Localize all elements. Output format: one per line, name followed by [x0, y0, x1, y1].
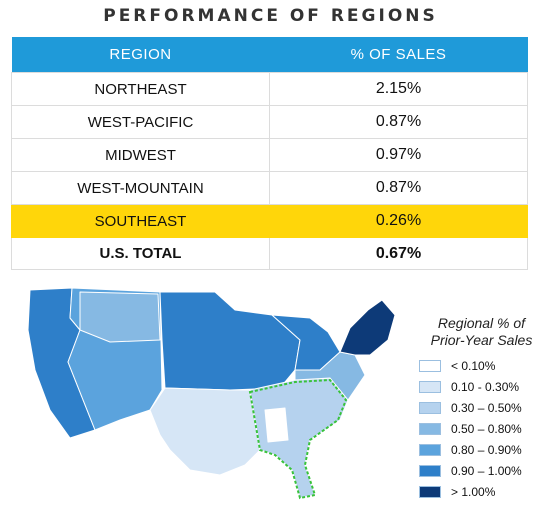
page-title: PERFORMANCE OF REGIONS: [103, 6, 438, 26]
legend-title: Regional % of Prior-Year Sales: [424, 315, 539, 349]
legend-label: 0.10 - 0.30%: [451, 380, 520, 394]
legend-swatch: [419, 486, 441, 498]
us-map: [10, 270, 405, 510]
table-row: MIDWEST 0.97%: [11, 138, 528, 172]
legend-label: 0.90 – 1.00%: [451, 464, 522, 478]
value-cell: 0.87%: [269, 105, 528, 139]
legend-label: 0.80 – 0.90%: [451, 443, 522, 457]
map-region-midwest: [159, 291, 301, 391]
region-cell: MIDWEST: [11, 138, 270, 172]
regions-table: REGION % OF SALES NORTHEAST 2.15% WEST-P…: [11, 37, 528, 270]
value-cell: 0.97%: [269, 138, 528, 172]
legend-swatch: [419, 402, 441, 414]
legend-label: > 1.00%: [451, 485, 496, 499]
legend-item: > 1.00%: [419, 482, 522, 502]
value-cell: 0.26%: [269, 204, 528, 238]
us-map-svg: [27, 287, 396, 500]
map-region-mountain-north: [79, 291, 161, 343]
header-region: REGION: [11, 37, 270, 73]
legend-label: 0.30 – 0.50%: [451, 401, 522, 415]
legend-title-line-1: Regional % of: [437, 315, 526, 331]
legend-item: 0.80 – 0.90%: [419, 440, 522, 460]
region-cell: WEST-PACIFIC: [11, 105, 270, 139]
legend-item: 0.30 – 0.50%: [419, 398, 522, 418]
legend-swatch: [419, 381, 441, 393]
legend-label: < 0.10%: [451, 359, 496, 373]
value-cell: 0.67%: [269, 237, 528, 270]
region-cell: U.S. TOTAL: [11, 237, 270, 270]
table-row: NORTHEAST 2.15%: [11, 72, 528, 106]
header-percent-of-sales: % OF SALES: [269, 37, 528, 73]
table-row: WEST-MOUNTAIN 0.87%: [11, 171, 528, 205]
legend: < 0.10% 0.10 - 0.30% 0.30 – 0.50% 0.50 – 0.…: [419, 356, 522, 503]
map-region-south-central: [149, 387, 261, 476]
legend-swatch: [419, 360, 441, 372]
region-cell: NORTHEAST: [11, 72, 270, 106]
legend-swatch: [419, 444, 441, 456]
legend-label: 0.50 – 0.80%: [451, 422, 522, 436]
table-row-highlighted: SOUTHEAST 0.26%: [11, 204, 528, 238]
table-header-row: REGION % OF SALES: [11, 37, 528, 73]
table-row-total: U.S. TOTAL 0.67%: [11, 237, 528, 270]
value-cell: 2.15%: [269, 72, 528, 106]
legend-item: 0.90 – 1.00%: [419, 461, 522, 481]
map-region-southeast-white: [264, 407, 289, 443]
legend-item: 0.10 - 0.30%: [419, 377, 522, 397]
legend-item: 0.50 – 0.80%: [419, 419, 522, 439]
legend-swatch: [419, 423, 441, 435]
region-cell: SOUTHEAST: [11, 204, 270, 238]
map-region-southeast: [249, 377, 349, 499]
table-row: WEST-PACIFIC 0.87%: [11, 105, 528, 139]
region-cell: WEST-MOUNTAIN: [11, 171, 270, 205]
legend-item: < 0.10%: [419, 356, 522, 376]
legend-swatch: [419, 465, 441, 477]
southeast-outline: [248, 378, 348, 500]
map-region-northeast: [339, 299, 396, 356]
value-cell: 0.87%: [269, 171, 528, 205]
legend-title-line-2: Prior-Year Sales: [430, 332, 533, 348]
